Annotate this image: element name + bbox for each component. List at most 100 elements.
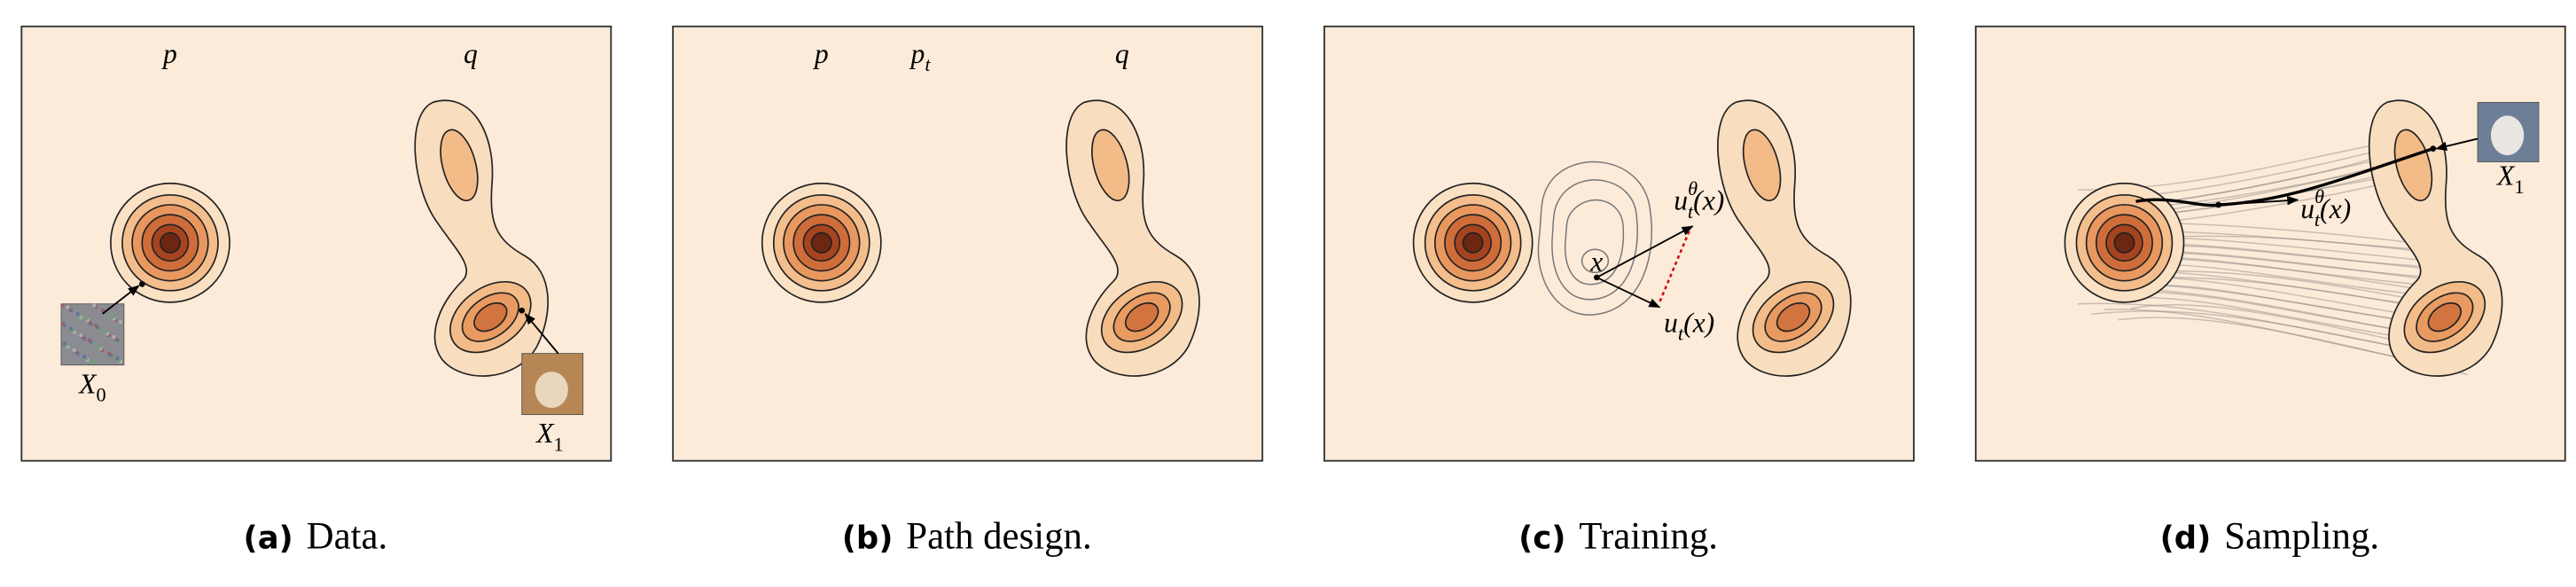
noise-image [60, 303, 125, 366]
noise-pixel [64, 343, 68, 348]
label-base: x [1589, 246, 1603, 277]
caption: (a) Data. [244, 515, 388, 557]
label-base: X [535, 418, 555, 449]
panel: uθ t(x) X1 (d) Sampling. [1974, 25, 2566, 557]
panel: p pt q(b) Path design. [672, 25, 1769, 557]
noise-pixel [62, 341, 66, 346]
source-density [1412, 182, 1534, 303]
noise-pixel [69, 326, 74, 331]
label-base: u [1674, 185, 1688, 216]
label-arg: (x) [1683, 307, 1714, 338]
noise-pixel [73, 348, 76, 352]
math-label: uθ t(x) [2300, 185, 2351, 231]
panel-frame [1323, 25, 1915, 462]
point [2430, 145, 2437, 152]
noise-pixel [119, 320, 122, 325]
caption: (c) Training. [1518, 515, 1718, 557]
arrow [524, 312, 559, 355]
math-label: pt [909, 38, 932, 75]
math-label: X1 [535, 418, 564, 455]
caption-label: (c) [1518, 520, 1565, 556]
caption-label: (d) [2160, 520, 2212, 556]
label-arg: (x) [2320, 193, 2351, 224]
label-base: p [161, 38, 177, 69]
noise-pixel [92, 303, 97, 308]
noise-pixel [69, 309, 74, 313]
caption-text: Sampling. [2224, 515, 2379, 557]
noise-pixel [61, 322, 65, 325]
label-sub: t [2314, 208, 2321, 231]
panel: uθ t(x)xut(x)(c) Training. [1323, 25, 1915, 557]
noise-pixel [61, 303, 65, 308]
point [1593, 274, 1600, 281]
noise-pixel [66, 345, 70, 349]
noise-pixel [100, 309, 105, 313]
source-density [761, 182, 882, 303]
math-label: uθ t(x) [1674, 177, 1724, 223]
math-label: q [1115, 38, 1129, 69]
noise-pixel [90, 360, 95, 364]
source-density [110, 182, 230, 303]
arrow [2218, 195, 2299, 206]
noise-pixel [84, 356, 88, 361]
label-base: q [464, 38, 478, 69]
caption: (d) Sampling. [2160, 515, 2379, 557]
label-base: u [2300, 193, 2314, 224]
label-sub: t [925, 53, 931, 75]
point [519, 307, 526, 314]
noise-pixel [110, 315, 114, 319]
label-base: X [2495, 160, 2516, 192]
label-sup: θ [2314, 185, 2324, 207]
noise-pixel [113, 318, 118, 323]
math-label: x [1589, 246, 1603, 277]
noise-pixel [79, 333, 83, 337]
label-sub: t [1688, 200, 1694, 223]
label-base: p [909, 38, 925, 69]
label-sub: 1 [2514, 176, 2524, 198]
noise-pixel [98, 345, 101, 349]
math-label: p [813, 38, 829, 69]
dog-face [535, 372, 568, 409]
noise-pixel [90, 341, 95, 346]
noise-pixel [71, 328, 74, 333]
noise-pixel [82, 355, 86, 359]
noise-pixel [104, 330, 108, 334]
noise-pixel [81, 335, 85, 339]
noise-pixel [117, 340, 121, 344]
label-base: X [77, 368, 98, 399]
noise-pixel [66, 305, 70, 309]
math-label: X1 [2495, 160, 2525, 198]
noise-pixel [112, 335, 116, 339]
math-label: ut(x) [1664, 307, 1714, 344]
math-label: q [464, 38, 478, 69]
caption: (b) Path design. [842, 515, 1092, 557]
noise-pixel [77, 313, 82, 317]
caption-label: (b) [842, 520, 894, 556]
point [138, 281, 145, 287]
caption-text: Path design. [906, 515, 1091, 557]
math-label: p [161, 38, 177, 69]
noise-pixel [115, 356, 120, 361]
noise-pixel [107, 351, 111, 356]
label-base: q [1115, 38, 1129, 69]
noise-pixel [75, 312, 80, 316]
label-sub: 0 [96, 384, 105, 406]
noise-pixel [98, 326, 101, 331]
arrow [1596, 225, 1694, 278]
noise-pixel [84, 317, 88, 321]
math-label: X0 [77, 368, 106, 405]
label-sub: t [1678, 323, 1684, 345]
label-arg: (x) [1693, 185, 1724, 216]
arrow [2435, 137, 2478, 151]
noise-pixel [87, 338, 91, 342]
panel-frame [1974, 25, 2566, 462]
arrow [1596, 277, 1661, 309]
caption-text: Data. [307, 515, 388, 557]
caption-label: (a) [244, 520, 293, 556]
label-sup: θ [1688, 177, 1698, 200]
label-base: p [813, 38, 829, 69]
